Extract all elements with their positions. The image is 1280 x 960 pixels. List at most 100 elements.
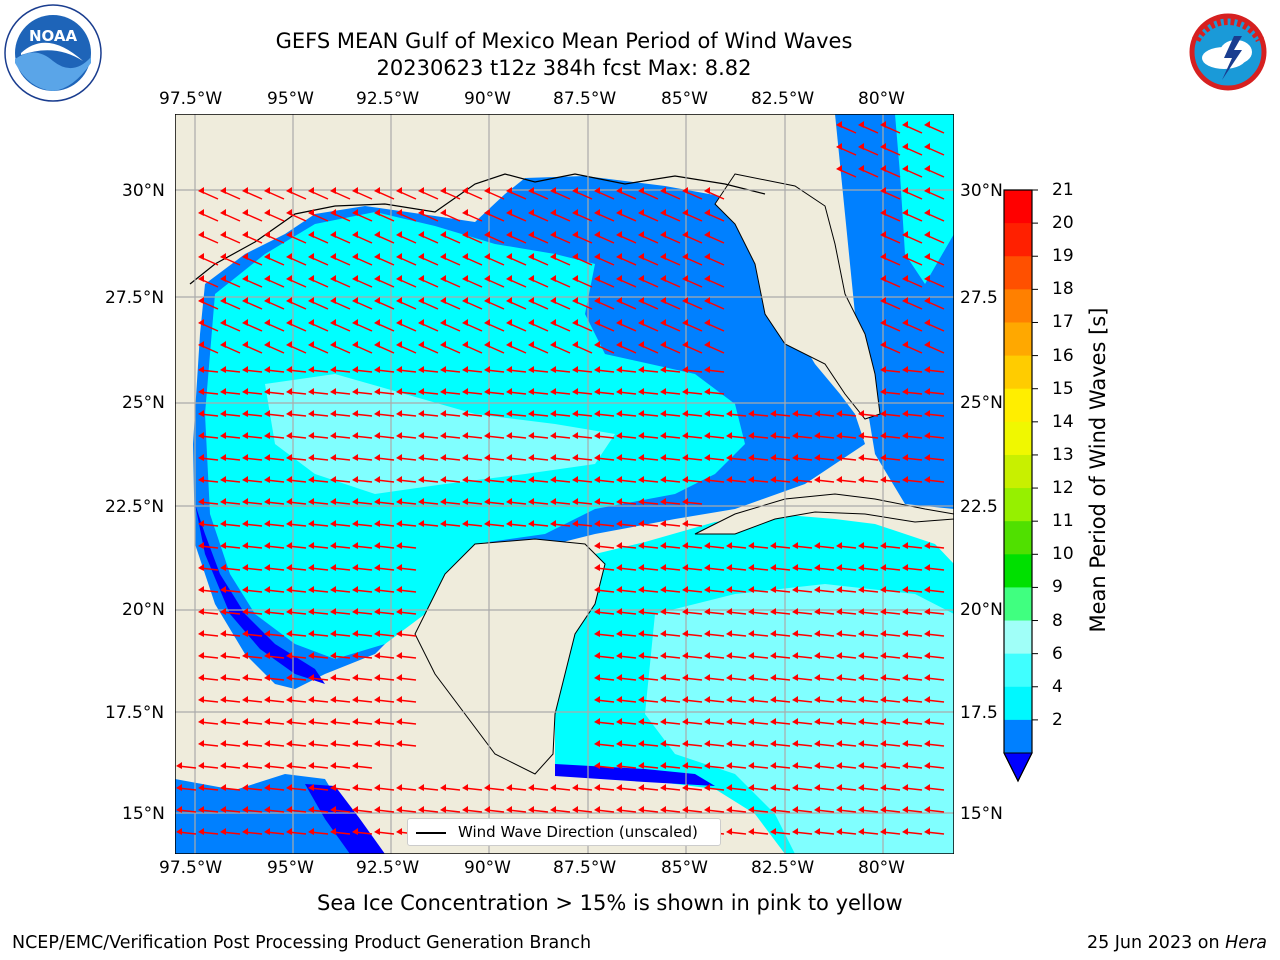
wind-arrow-head: [396, 652, 402, 659]
wind-arrow-head: [924, 388, 930, 395]
colorbar-segment: [1004, 190, 1032, 224]
wind-arrow-head: [924, 608, 930, 615]
wind-arrow-head: [462, 231, 468, 238]
wind-arrow-head: [550, 209, 556, 216]
lat-label: 25°N: [960, 393, 1003, 413]
wind-arrow-head: [616, 366, 622, 373]
wind-arrow-head: [374, 341, 380, 348]
wind-arrow-head: [902, 231, 908, 238]
wind-arrow-head: [484, 806, 490, 813]
wind-arrow-head: [638, 231, 644, 238]
wind-arrow-head: [242, 828, 248, 835]
wind-arrow-head: [550, 806, 556, 813]
wind-arrow-head: [220, 209, 226, 216]
wind-arrow-head: [704, 564, 710, 571]
wind-arrow-head: [462, 784, 468, 791]
wind-arrow-head: [220, 498, 226, 505]
wind-arrow-head: [814, 476, 820, 483]
wind-arrow-head: [198, 630, 204, 637]
wind-arrow-head: [418, 454, 424, 461]
wind-arrow-head: [198, 253, 204, 260]
wind-arrow-head: [462, 476, 468, 483]
wind-arrow-head: [462, 388, 468, 395]
wind-arrow-head: [440, 520, 446, 527]
wind-arrow-head: [770, 652, 776, 659]
wind-arrow-head: [770, 718, 776, 725]
wind-arrow-head: [660, 253, 666, 260]
wind-arrow-head: [704, 366, 710, 373]
wind-arrow-head: [858, 718, 864, 725]
wind-arrow-head: [616, 784, 622, 791]
wind-arrow-head: [924, 674, 930, 681]
wind-arrow-head: [242, 586, 248, 593]
wind-arrow-head: [638, 341, 644, 348]
wind-arrow-head: [638, 696, 644, 703]
wind-arrow-head: [726, 542, 732, 549]
wind-arrow-head: [308, 718, 314, 725]
wind-arrow-head: [506, 366, 512, 373]
colorbar-tick-label: 21: [1052, 180, 1074, 200]
wind-arrow-head: [396, 341, 402, 348]
wind-arrow-head: [880, 432, 886, 439]
wind-arrow-head: [220, 542, 226, 549]
wind-arrow-head: [792, 608, 798, 615]
wind-arrow-head: [770, 542, 776, 549]
wind-arrow-head: [902, 718, 908, 725]
wind-arrow-head: [704, 187, 710, 194]
wind-arrow-head: [726, 564, 732, 571]
wind-arrow-head: [682, 586, 688, 593]
wind-arrow-head: [638, 297, 644, 304]
wind-arrow-head: [880, 762, 886, 769]
wind-arrow-head: [858, 784, 864, 791]
wind-arrow-head: [902, 564, 908, 571]
wind-arrow-head: [638, 718, 644, 725]
wind-arrow-head: [770, 806, 776, 813]
wind-arrow-head: [506, 388, 512, 395]
wind-arrow-head: [594, 762, 600, 769]
wind-arrow-head: [924, 341, 930, 348]
wind-arrow-head: [462, 432, 468, 439]
wind-arrow-head: [242, 410, 248, 417]
colorbar-segment: [1004, 587, 1032, 622]
wind-arrow-head: [352, 762, 358, 769]
wind-arrow-head: [220, 319, 226, 326]
colorbar-segment: [1004, 223, 1032, 257]
wind-arrow-head: [308, 828, 314, 835]
wind-arrow-head: [198, 454, 204, 461]
wind-arrow-head: [374, 319, 380, 326]
colorbar-tick-label: 10: [1052, 544, 1074, 565]
wind-arrow-head: [858, 696, 864, 703]
wind-arrow-head: [220, 231, 226, 238]
wind-arrow-head: [660, 784, 666, 791]
wind-arrow-head: [836, 410, 842, 417]
wind-arrow-head: [572, 388, 578, 395]
wind-arrow-head: [198, 410, 204, 417]
wind-arrow-head: [924, 121, 930, 128]
wind-arrow-head: [638, 366, 644, 373]
wind-arrow-head: [198, 498, 204, 505]
wind-arrow-head: [902, 542, 908, 549]
lon-label: 80°W: [858, 858, 905, 878]
wind-arrow-head: [396, 696, 402, 703]
wind-arrow-head: [726, 630, 732, 637]
wind-arrow-head: [308, 520, 314, 527]
wind-arrow-head: [660, 674, 666, 681]
wind-arrow-head: [484, 341, 490, 348]
wind-arrow-head: [264, 410, 270, 417]
wind-arrow-head: [528, 476, 534, 483]
wind-arrow-head: [220, 520, 226, 527]
wind-arrow-head: [374, 209, 380, 216]
wind-arrow-head: [880, 608, 886, 615]
wind-arrow-head: [242, 454, 248, 461]
wind-arrow-head: [352, 784, 358, 791]
lat-label: 17.5: [960, 703, 998, 723]
wind-arrow-head: [682, 432, 688, 439]
wind-arrow-head: [506, 297, 512, 304]
wind-arrow-head: [396, 231, 402, 238]
wind-arrow-head: [726, 696, 732, 703]
wind-arrow-head: [220, 674, 226, 681]
wind-arrow-head: [616, 187, 622, 194]
wind-arrow-head: [836, 143, 842, 150]
wind-arrow-head: [418, 253, 424, 260]
wind-arrow-head: [528, 275, 534, 282]
